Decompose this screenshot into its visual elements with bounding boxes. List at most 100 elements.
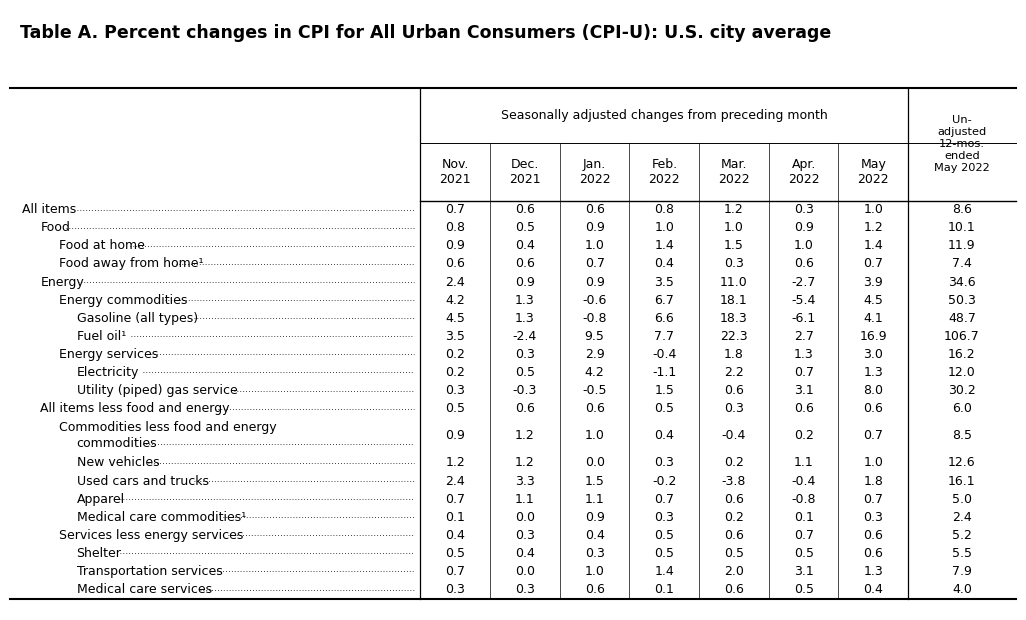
Text: 1.4: 1.4 <box>864 239 883 252</box>
Text: 0.5: 0.5 <box>655 402 674 415</box>
Text: 1.2: 1.2 <box>515 429 535 442</box>
Text: 0.1: 0.1 <box>445 511 465 524</box>
Text: -2.7: -2.7 <box>791 275 816 288</box>
Text: -0.6: -0.6 <box>583 294 606 307</box>
Text: 1.1: 1.1 <box>585 493 604 506</box>
Text: 0.5: 0.5 <box>794 583 814 596</box>
Text: 0.8: 0.8 <box>445 221 466 234</box>
Text: 1.0: 1.0 <box>724 221 744 234</box>
Text: 0.8: 0.8 <box>655 203 674 216</box>
Text: 8.0: 8.0 <box>863 384 883 397</box>
Text: 0.3: 0.3 <box>445 583 465 596</box>
Text: 4.2: 4.2 <box>585 366 604 379</box>
Text: 0.6: 0.6 <box>585 583 604 596</box>
Text: 1.8: 1.8 <box>864 474 883 487</box>
Text: 16.2: 16.2 <box>948 348 976 361</box>
Text: 0.5: 0.5 <box>655 529 674 542</box>
Text: Fuel oil¹: Fuel oil¹ <box>77 330 126 343</box>
Text: Energy: Energy <box>40 275 84 288</box>
Text: 0.7: 0.7 <box>445 203 466 216</box>
Text: 9.5: 9.5 <box>585 330 604 343</box>
Text: 7.9: 7.9 <box>952 565 972 578</box>
Text: 0.0: 0.0 <box>515 511 535 524</box>
Text: Energy services: Energy services <box>58 348 158 361</box>
Text: 1.1: 1.1 <box>794 456 814 469</box>
Text: 0.3: 0.3 <box>445 384 465 397</box>
Text: 1.3: 1.3 <box>515 294 535 307</box>
Text: 0.3: 0.3 <box>655 511 674 524</box>
Text: 8.5: 8.5 <box>952 429 972 442</box>
Text: 0.7: 0.7 <box>585 257 604 270</box>
Text: Un-
adjusted
12-mos.
ended
May 2022: Un- adjusted 12-mos. ended May 2022 <box>934 115 990 174</box>
Text: 0.6: 0.6 <box>864 402 883 415</box>
Text: 3.0: 3.0 <box>864 348 883 361</box>
Text: 0.6: 0.6 <box>724 529 744 542</box>
Text: 0.3: 0.3 <box>724 257 744 270</box>
Text: 0.6: 0.6 <box>724 384 744 397</box>
Text: Medical care commodities¹: Medical care commodities¹ <box>77 511 246 524</box>
Text: 0.9: 0.9 <box>515 275 535 288</box>
Text: 2.4: 2.4 <box>952 511 972 524</box>
Text: 34.6: 34.6 <box>948 275 976 288</box>
Text: 7.7: 7.7 <box>655 330 674 343</box>
Text: Jan.
2022: Jan. 2022 <box>579 157 610 186</box>
Text: 3.1: 3.1 <box>794 565 814 578</box>
Text: -2.4: -2.4 <box>513 330 538 343</box>
Text: 1.0: 1.0 <box>864 203 883 216</box>
Text: Nov.
2021: Nov. 2021 <box>439 157 471 186</box>
Text: 0.5: 0.5 <box>655 547 674 560</box>
Text: Electricity: Electricity <box>77 366 139 379</box>
Text: 0.6: 0.6 <box>515 257 535 270</box>
Text: 0.6: 0.6 <box>864 547 883 560</box>
Text: 0.7: 0.7 <box>794 366 814 379</box>
Text: 0.9: 0.9 <box>445 239 465 252</box>
Text: 12.0: 12.0 <box>948 366 976 379</box>
Text: 0.5: 0.5 <box>445 547 466 560</box>
Text: 48.7: 48.7 <box>948 312 976 325</box>
Text: All items less food and energy: All items less food and energy <box>40 402 230 415</box>
Text: 0.2: 0.2 <box>794 429 814 442</box>
Text: 2.9: 2.9 <box>585 348 604 361</box>
Text: -3.8: -3.8 <box>722 474 746 487</box>
Text: 0.7: 0.7 <box>445 565 466 578</box>
Text: 1.2: 1.2 <box>515 456 535 469</box>
Text: 4.1: 4.1 <box>864 312 883 325</box>
Text: 1.3: 1.3 <box>864 366 883 379</box>
Text: 5.0: 5.0 <box>952 493 972 506</box>
Text: 18.3: 18.3 <box>720 312 748 325</box>
Text: 0.7: 0.7 <box>445 493 466 506</box>
Text: 1.1: 1.1 <box>515 493 535 506</box>
Text: -0.8: -0.8 <box>791 493 816 506</box>
Text: -0.4: -0.4 <box>653 348 676 361</box>
Text: 1.4: 1.4 <box>655 239 674 252</box>
Text: 0.9: 0.9 <box>585 221 604 234</box>
Text: 1.3: 1.3 <box>515 312 535 325</box>
Text: 0.9: 0.9 <box>585 275 604 288</box>
Text: Dec.
2021: Dec. 2021 <box>509 157 541 186</box>
Text: 0.4: 0.4 <box>655 429 674 442</box>
Text: -1.1: -1.1 <box>653 366 676 379</box>
Text: 1.4: 1.4 <box>655 565 674 578</box>
Text: Utility (piped) gas service: Utility (piped) gas service <box>77 384 237 397</box>
Text: 0.9: 0.9 <box>794 221 814 234</box>
Text: 0.3: 0.3 <box>515 529 535 542</box>
Text: 0.2: 0.2 <box>445 348 465 361</box>
Text: 0.5: 0.5 <box>515 366 535 379</box>
Text: Food: Food <box>40 221 71 234</box>
Text: 0.6: 0.6 <box>794 402 814 415</box>
Text: 0.3: 0.3 <box>794 203 814 216</box>
Text: 1.3: 1.3 <box>794 348 814 361</box>
Text: -0.4: -0.4 <box>722 429 746 442</box>
Text: -0.5: -0.5 <box>583 384 607 397</box>
Text: 11.9: 11.9 <box>948 239 976 252</box>
Text: Shelter: Shelter <box>77 547 121 560</box>
Text: -0.4: -0.4 <box>791 474 816 487</box>
Text: New vehicles: New vehicles <box>77 456 159 469</box>
Text: 0.4: 0.4 <box>445 529 465 542</box>
Text: 1.8: 1.8 <box>724 348 744 361</box>
Text: 1.3: 1.3 <box>864 565 883 578</box>
Text: 0.6: 0.6 <box>724 493 744 506</box>
Text: 16.1: 16.1 <box>948 474 976 487</box>
Text: 1.2: 1.2 <box>445 456 465 469</box>
Text: -6.1: -6.1 <box>791 312 816 325</box>
